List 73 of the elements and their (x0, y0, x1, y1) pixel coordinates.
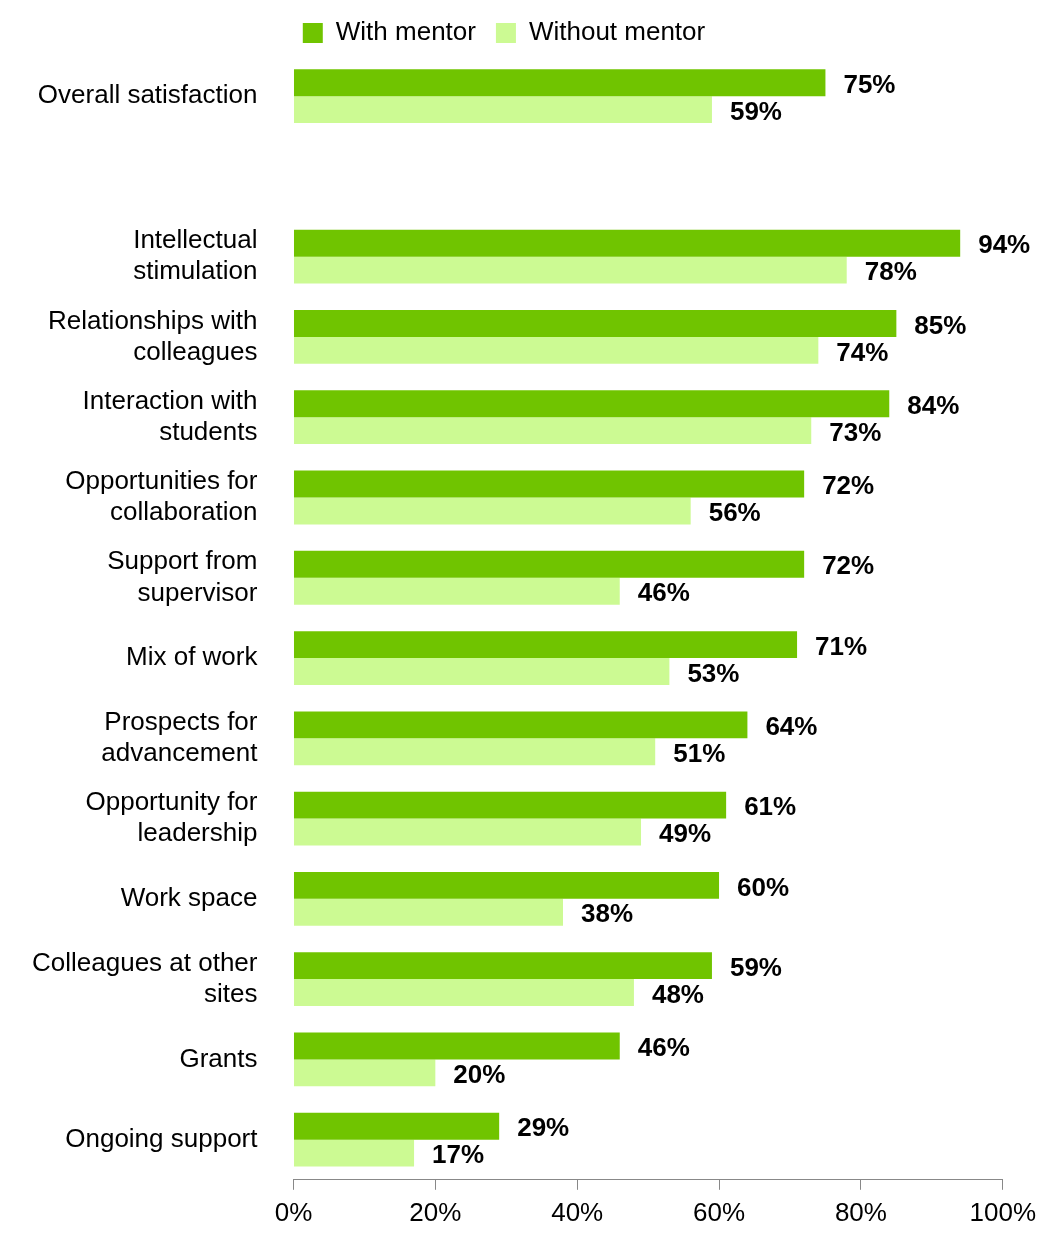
data-label: 48% (651, 978, 704, 1009)
data-label: 46% (637, 577, 690, 608)
bar (293, 631, 798, 659)
data-label: 61% (744, 791, 797, 822)
legend-label: With mentor (335, 16, 477, 47)
bar (293, 1112, 500, 1140)
data-label: 84% (907, 389, 960, 420)
data-label: 53% (687, 657, 740, 688)
y-tick-label: Support from supervisor (107, 545, 258, 607)
bar (293, 417, 812, 445)
y-tick-label: Ongoing support (65, 1122, 259, 1153)
x-tick-label: 40% (551, 1196, 604, 1227)
y-tick-label: Mix of work (126, 641, 259, 672)
data-label: 59% (729, 95, 782, 126)
bar (293, 550, 805, 578)
data-label: 94% (978, 229, 1031, 260)
data-label: 78% (864, 256, 917, 287)
bar (293, 952, 712, 980)
data-label: 60% (737, 871, 790, 902)
bar (293, 979, 634, 1007)
bar (293, 69, 826, 97)
data-label: 46% (637, 1032, 690, 1063)
y-tick-label: Opportunities for collaboration (65, 465, 258, 527)
data-label: 71% (815, 630, 868, 661)
y-tick-label: Work space (120, 882, 258, 913)
x-tick-label: 20% (409, 1196, 462, 1227)
y-tick-label: Overall satisfaction (37, 79, 258, 110)
bar (293, 96, 712, 124)
bar (293, 711, 748, 739)
bar (293, 310, 897, 337)
data-label: 29% (517, 1112, 570, 1143)
x-tick-label: 100% (969, 1196, 1036, 1227)
bar (293, 818, 642, 846)
data-label: 72% (822, 550, 875, 581)
bar (293, 791, 727, 819)
bar (293, 336, 819, 364)
y-tick-label: Grants (179, 1042, 258, 1073)
data-label: 85% (914, 309, 967, 340)
y-tick-label: Colleagues at other sites (32, 946, 258, 1008)
y-tick-label: Prospects for advancement (101, 705, 259, 768)
data-label: 17% (432, 1139, 485, 1170)
y-tick-label: Relationships with colleagues (47, 304, 258, 366)
bar (293, 256, 847, 284)
data-label: 72% (822, 470, 875, 501)
x-tick-label: 60% (693, 1196, 746, 1227)
bar (293, 738, 656, 766)
bar (293, 1139, 415, 1167)
bar (293, 898, 563, 926)
data-label: 56% (708, 497, 761, 528)
y-tick-label: Opportunity for leadership (85, 786, 258, 848)
bar (293, 871, 720, 899)
bar (293, 1032, 620, 1060)
data-label: 49% (659, 818, 712, 849)
bar (293, 577, 620, 605)
data-label: 64% (765, 711, 818, 742)
data-label: 75% (843, 68, 896, 99)
data-label: 59% (729, 951, 782, 982)
y-tick-label: Intellectual stimulation (133, 224, 258, 286)
bar (293, 1059, 436, 1087)
data-label: 74% (836, 336, 889, 367)
data-label: 51% (673, 737, 726, 768)
data-label: 38% (581, 898, 634, 929)
x-tick-label: 0% (274, 1196, 313, 1227)
bar (293, 390, 890, 418)
x-tick-label: 80% (834, 1196, 887, 1227)
bar (293, 470, 805, 498)
data-label: 73% (829, 416, 882, 447)
bar (293, 497, 691, 525)
legend-label: Without mentor (528, 16, 706, 47)
data-label: 20% (453, 1059, 506, 1090)
bar (293, 658, 670, 685)
y-tick-label: Interaction with students (82, 384, 258, 446)
bar (293, 229, 961, 257)
